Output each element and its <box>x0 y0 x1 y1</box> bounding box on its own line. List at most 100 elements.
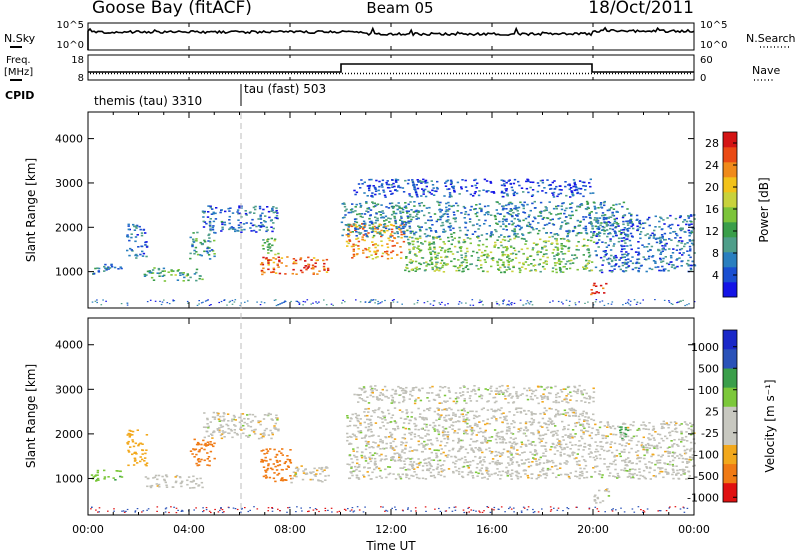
echo-cell <box>479 259 482 262</box>
echo-cell <box>476 423 479 426</box>
echo-cell <box>355 235 358 237</box>
echo-cell <box>686 462 689 464</box>
echo-cell <box>483 213 486 216</box>
echo-cell <box>585 412 588 415</box>
echo-cell <box>418 268 421 270</box>
echo-cell <box>550 431 553 434</box>
echo-cell <box>621 256 624 259</box>
echo-cell <box>475 215 479 218</box>
echo-cell <box>636 258 639 261</box>
echo-cell <box>423 440 426 443</box>
echo-cell <box>550 466 554 468</box>
echo-cell <box>272 211 275 214</box>
echo-cell <box>569 214 572 217</box>
echo-cell <box>429 216 432 218</box>
echo-cell <box>580 435 583 438</box>
echo-cell <box>567 393 570 395</box>
echo-cell <box>583 420 586 422</box>
echo-cell <box>582 238 586 241</box>
echo-cell <box>621 459 624 462</box>
echo-cell <box>589 451 593 453</box>
echo-cell <box>262 418 266 420</box>
echo-cell <box>404 444 407 447</box>
echo-cell <box>409 390 412 393</box>
echo-cell <box>355 456 359 458</box>
echo-cell <box>391 235 394 237</box>
echo-cell <box>594 441 597 443</box>
echo-cell <box>378 302 380 305</box>
echo-cell <box>320 468 323 471</box>
echo-cell <box>532 441 535 443</box>
echo-cell <box>267 464 270 467</box>
echo-cell <box>355 468 358 471</box>
echo-cell <box>493 416 496 418</box>
echo-cell <box>206 246 210 249</box>
echo-cell <box>366 195 369 197</box>
echo-cell <box>555 432 558 434</box>
echo-cell <box>542 262 545 264</box>
echo-cell <box>510 304 513 306</box>
echo-cell <box>574 304 577 306</box>
echo-cell <box>408 261 412 264</box>
echo-cell <box>368 221 372 223</box>
echo-cell <box>413 188 417 190</box>
echo-cell <box>654 299 656 301</box>
echo-cell <box>398 455 401 457</box>
echo-cell <box>269 413 272 416</box>
echo-cell <box>478 207 482 210</box>
echo-cell <box>245 435 248 437</box>
echo-cell <box>571 454 574 456</box>
echo-cell <box>611 463 614 465</box>
echo-cell <box>557 442 560 444</box>
echo-cell <box>356 458 359 461</box>
echo-cell <box>542 227 545 230</box>
echo-cell <box>553 188 556 190</box>
echo-cell <box>402 396 406 399</box>
echo-cell <box>470 390 473 393</box>
echo-cell <box>415 194 419 196</box>
echo-cell <box>438 416 441 419</box>
echo-cell <box>526 398 530 401</box>
echo-cell <box>114 479 117 481</box>
echo-cell <box>189 252 192 255</box>
echo-cell <box>212 220 216 223</box>
echo-cell <box>126 234 129 236</box>
echo-cell <box>344 301 346 303</box>
echo-cell <box>391 458 394 460</box>
echo-cell <box>263 459 266 462</box>
echo-cell <box>372 234 376 237</box>
echo-cell <box>196 253 200 256</box>
echo-cell <box>583 181 586 184</box>
echo-cell <box>267 412 271 415</box>
echo-cell <box>321 480 324 483</box>
echo-cell <box>283 479 286 481</box>
echo-cell <box>651 232 654 235</box>
echo-cell <box>611 211 614 214</box>
echo-cell <box>443 419 446 422</box>
echo-cell <box>465 418 468 421</box>
echo-cell <box>446 400 449 402</box>
echo-cell <box>685 223 688 226</box>
echo-cell <box>221 228 224 231</box>
echo-cell <box>385 428 388 431</box>
echo-cell <box>461 261 465 263</box>
echo-cell <box>92 476 95 478</box>
echo-cell <box>441 464 445 466</box>
echo-cell <box>498 463 501 465</box>
echo-cell <box>354 465 357 468</box>
echo-cell <box>568 260 571 262</box>
echo-cell <box>490 257 494 260</box>
echo-cell <box>483 178 487 181</box>
echo-cell <box>440 440 443 443</box>
echo-cell <box>414 398 418 401</box>
echo-cell <box>464 221 467 224</box>
echo-cell <box>531 248 534 251</box>
echo-cell <box>474 471 478 474</box>
echo-cell <box>508 223 511 225</box>
echo-cell <box>559 226 563 228</box>
echo-cell <box>532 457 535 459</box>
echo-cell <box>558 185 561 187</box>
echo-cell <box>583 396 586 399</box>
echo-cell <box>408 463 411 466</box>
echo-cell <box>643 258 647 260</box>
